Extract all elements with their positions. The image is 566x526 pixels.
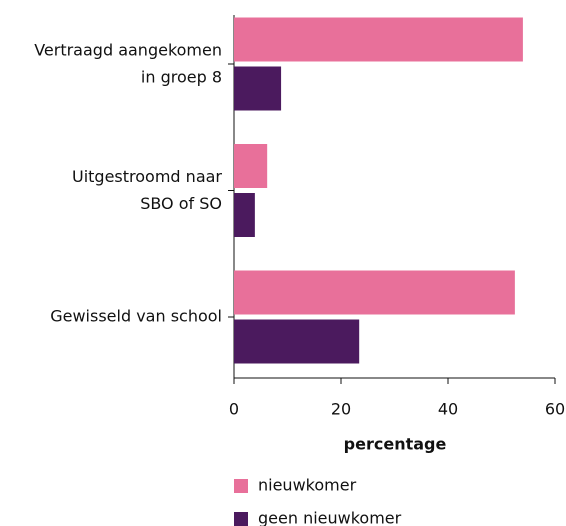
bar (234, 17, 523, 62)
y-tick-label: Vertraagd aangekomen in groep 8 (34, 40, 222, 86)
legend-swatch (234, 479, 248, 493)
legend-label: nieuwkomer (258, 476, 357, 495)
bar (234, 193, 255, 237)
x-axis-label: percentage (344, 435, 447, 454)
bar (234, 270, 515, 315)
x-tick-label: 60 (545, 400, 565, 419)
y-tick-label: Gewisseld van school (50, 307, 222, 326)
bar (234, 144, 268, 188)
bar (234, 319, 360, 364)
y-tick-label: Uitgestroomd naar SBO of SO (72, 167, 222, 213)
x-tick-label: 20 (331, 400, 351, 419)
x-tick-label: 40 (438, 400, 458, 419)
legend-swatch (234, 512, 248, 526)
legend-label: geen nieuwkomer (258, 509, 402, 526)
x-tick-label: 0 (229, 400, 239, 419)
bar (234, 66, 282, 111)
